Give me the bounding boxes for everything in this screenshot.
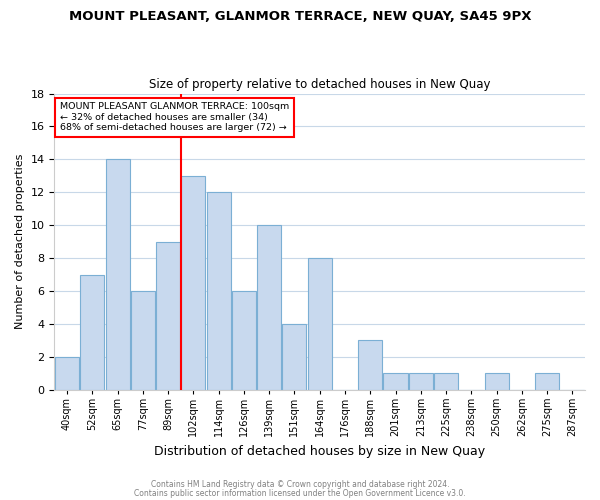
Bar [181,176,205,390]
Bar [535,374,559,390]
Bar [80,274,104,390]
Bar [257,225,281,390]
Bar [308,258,332,390]
Bar [232,291,256,390]
Bar [206,192,230,390]
Text: MOUNT PLEASANT GLANMOR TERRACE: 100sqm
← 32% of detached houses are smaller (34): MOUNT PLEASANT GLANMOR TERRACE: 100sqm ←… [60,102,289,132]
Bar [409,374,433,390]
Bar [485,374,509,390]
Y-axis label: Number of detached properties: Number of detached properties [15,154,25,330]
Bar [383,374,407,390]
Bar [434,374,458,390]
Bar [156,242,180,390]
Bar [106,160,130,390]
Bar [131,291,155,390]
Bar [55,357,79,390]
Bar [358,340,382,390]
Text: MOUNT PLEASANT, GLANMOR TERRACE, NEW QUAY, SA45 9PX: MOUNT PLEASANT, GLANMOR TERRACE, NEW QUA… [69,10,531,23]
Text: Contains public sector information licensed under the Open Government Licence v3: Contains public sector information licen… [134,488,466,498]
Title: Size of property relative to detached houses in New Quay: Size of property relative to detached ho… [149,78,490,91]
Text: Contains HM Land Registry data © Crown copyright and database right 2024.: Contains HM Land Registry data © Crown c… [151,480,449,489]
X-axis label: Distribution of detached houses by size in New Quay: Distribution of detached houses by size … [154,444,485,458]
Bar [283,324,307,390]
